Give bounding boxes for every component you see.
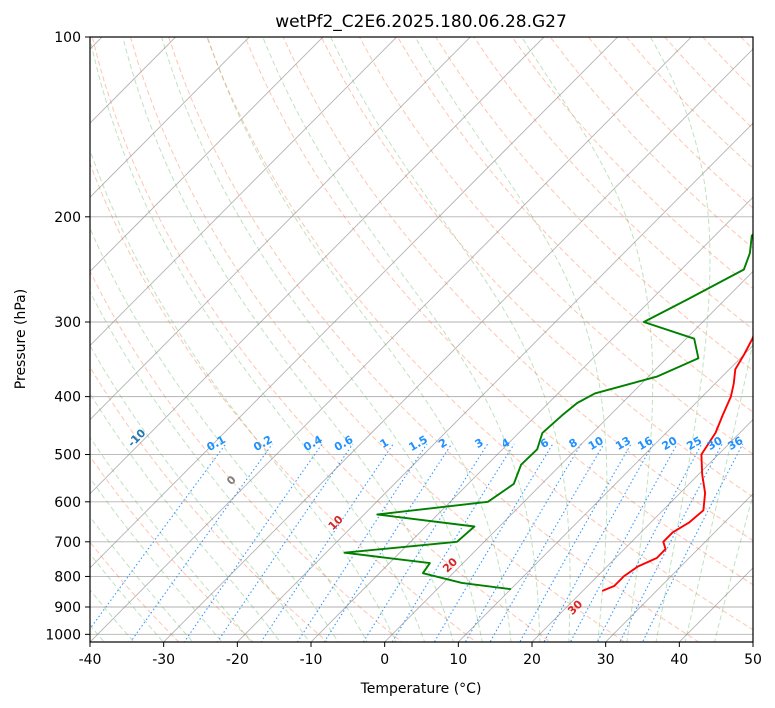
isotherm-line <box>531 419 753 642</box>
chart-title: wetPf2_C2E6.2025.180.06.28.G27 <box>275 12 567 32</box>
x-tick-label: -30 <box>152 652 175 668</box>
y-tick-label: 1000 <box>45 627 81 643</box>
moist-adiabat-line <box>90 553 164 642</box>
mixing-ratio-line <box>619 443 723 642</box>
x-tick-label: -40 <box>79 652 102 668</box>
mixing-ratio-line <box>519 443 632 642</box>
y-tick-label: 200 <box>54 210 81 226</box>
x-tick-label: -10 <box>300 652 323 668</box>
temperature-line <box>601 334 753 592</box>
moist-adiabat-line <box>414 37 608 642</box>
isobars <box>90 37 753 635</box>
mixing-ratio-line <box>391 443 515 642</box>
dry-adiabat-line <box>130 37 626 642</box>
isotherm-line <box>605 493 753 642</box>
isotherm-line <box>90 37 692 642</box>
x-tick-label: 10 <box>449 652 467 668</box>
y-axis-label: Pressure (hPa) <box>13 289 29 389</box>
mixing-ratio-line <box>569 443 678 642</box>
dry-adiabat-line <box>320 37 753 498</box>
mixing-ratio-lines <box>90 443 744 642</box>
moist-adiabat-line <box>330 37 571 642</box>
moist-adiabat-line <box>90 148 397 642</box>
moist-adiabat-line <box>122 37 454 642</box>
moist-adiabat-line <box>262 37 541 642</box>
moist-adiabat-line <box>206 37 512 642</box>
isotherm-line <box>90 37 324 273</box>
y-tick-label: 600 <box>54 495 81 511</box>
x-axis-ticks: -40 -30 -20 -10 0 10 20 30 40 50 <box>79 642 762 668</box>
moist-adiabat-line <box>90 436 252 642</box>
moist-adiabat-line <box>90 589 135 642</box>
y-tick-label: 100 <box>54 30 81 46</box>
moist-adiabat-line <box>90 477 223 642</box>
mixing-ratio-line <box>362 443 489 642</box>
moist-adiabat-line <box>90 37 426 642</box>
y-tick-label: 300 <box>54 315 81 331</box>
dry-adiabat-line <box>473 37 753 330</box>
isotherms <box>90 37 753 642</box>
mixing-ratio-line <box>489 443 605 642</box>
y-tick-label: 900 <box>54 600 81 616</box>
isotherm-line <box>457 344 753 642</box>
y-axis-ticks: 100 200 300 400 500 600 700 800 900 1000 <box>45 30 90 643</box>
isotherm-line <box>90 37 545 495</box>
x-tick-label: 40 <box>670 652 688 668</box>
y-tick-label: 500 <box>54 448 81 464</box>
isotherm-line <box>310 196 753 642</box>
isotherm-line <box>90 37 398 347</box>
mixing-ratio-line <box>464 443 582 642</box>
dry-adiabat-line <box>90 541 180 642</box>
moist-adiabat-line <box>90 344 310 642</box>
y-tick-label: 800 <box>54 569 81 585</box>
isotherm-line <box>90 37 471 421</box>
y-tick-label: 700 <box>54 535 81 551</box>
dry-adiabat-line <box>358 37 753 455</box>
x-tick-label: 20 <box>523 652 541 668</box>
isotherm-line <box>163 48 753 642</box>
isotherm-line <box>236 122 753 642</box>
y-tick-label: 400 <box>54 390 81 406</box>
mixing-ratio-line <box>596 443 703 642</box>
moist-adiabat-line <box>713 493 753 642</box>
isotherm-line <box>90 37 250 198</box>
plot-frame <box>89 36 754 643</box>
mixing-ratio-line <box>129 443 273 642</box>
x-tick-label: 50 <box>744 652 762 668</box>
x-tick-label: -20 <box>226 652 249 668</box>
dry-adiabat-line <box>168 37 700 642</box>
moist-adiabat-line <box>161 37 483 642</box>
x-tick-label: 30 <box>597 652 615 668</box>
moist-adiabat-line <box>90 392 281 642</box>
plot-area: -100-90-80-70-60-50-40-30-20-10010203040… <box>90 37 753 660</box>
dewpoint-line <box>343 232 753 591</box>
profile-lines <box>343 232 753 592</box>
mixing-ratio-line <box>543 443 654 642</box>
dry-adiabat-label: 40 <box>702 640 722 660</box>
isotherm-line <box>90 37 619 569</box>
x-tick-label: 0 <box>380 652 389 668</box>
mixing-ratio-line <box>296 443 428 642</box>
x-axis-label: Temperature (°C) <box>360 681 482 697</box>
moist-adiabat-line <box>90 290 339 642</box>
dry-adiabat-line <box>435 37 753 372</box>
moist-adiabat-line <box>90 515 194 642</box>
isotherm-line <box>384 270 753 642</box>
mixing-ratio-line <box>641 443 744 642</box>
moist-adiabat-line <box>90 227 368 642</box>
moist-adiabat-line <box>684 340 753 642</box>
